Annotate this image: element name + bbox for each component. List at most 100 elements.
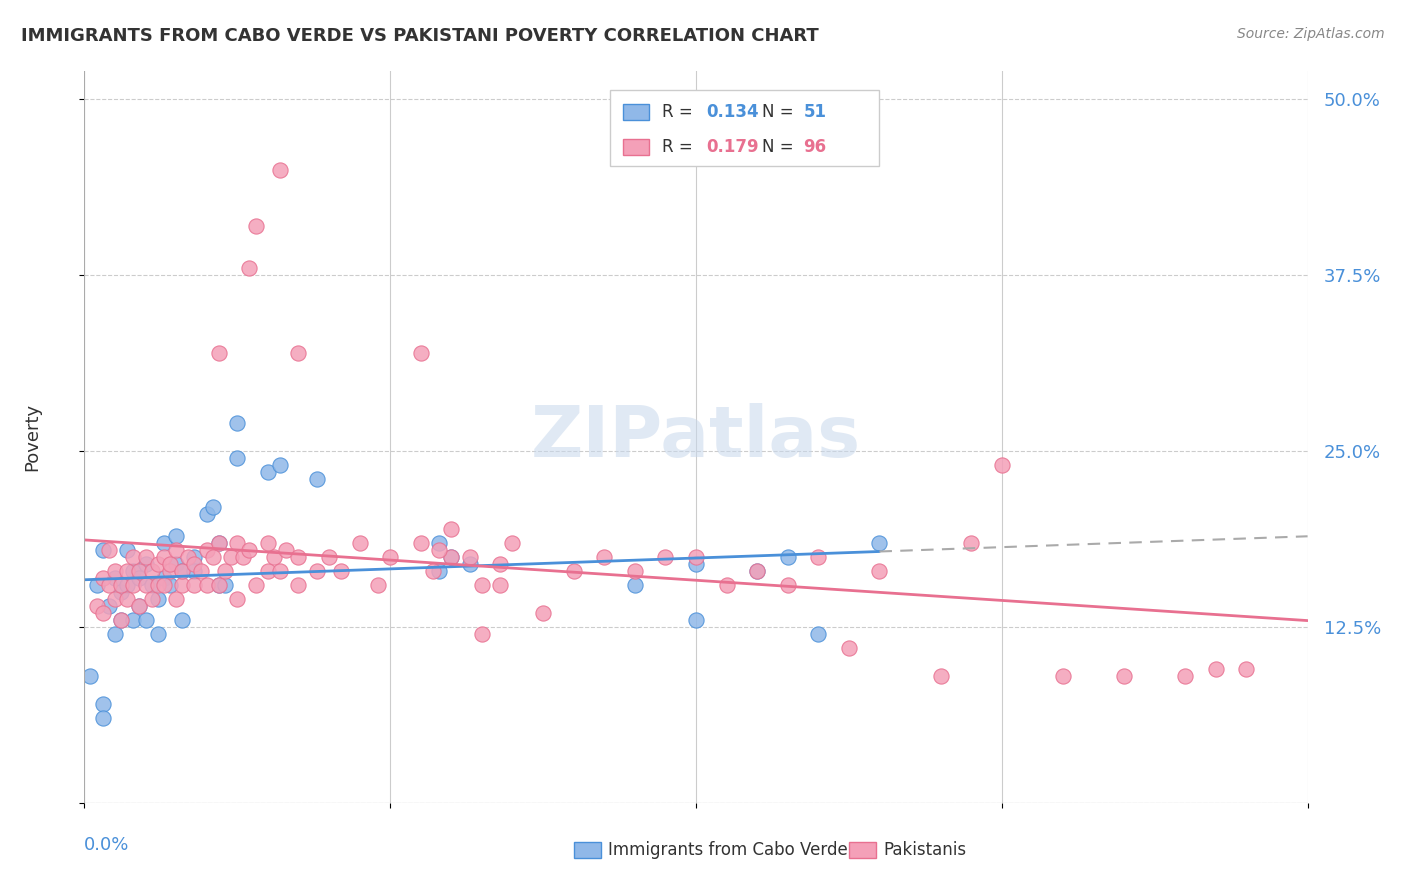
Point [502, 535, 524, 549]
Point [146, 557, 169, 571]
Point [257, 465, 280, 479]
Point [153, 549, 176, 564]
Point [172, 613, 194, 627]
Text: Pakistanis: Pakistanis [883, 840, 966, 859]
Point [135, 557, 157, 571]
Point [318, 549, 340, 564]
Point [226, 451, 249, 466]
Point [201, 500, 224, 515]
Bar [610, 90, 880, 167]
Point [238, 261, 260, 276]
Point [91, 542, 114, 557]
Point [79, 669, 101, 683]
Point [440, 549, 463, 564]
Point [195, 508, 218, 522]
Point [1114, 669, 1136, 683]
Point [190, 564, 212, 578]
Point [776, 578, 799, 592]
Text: 0.0%: 0.0% [84, 836, 129, 854]
Point [104, 564, 127, 578]
Point [1052, 669, 1074, 683]
Point [86, 578, 108, 592]
Point [263, 549, 285, 564]
Point [177, 549, 200, 564]
Point [305, 472, 328, 486]
Point [458, 549, 481, 564]
Bar [623, 103, 650, 120]
Point [422, 564, 444, 578]
Point [208, 345, 231, 359]
Text: IMMIGRANTS FROM CABO VERDE VS PAKISTANI POVERTY CORRELATION CHART: IMMIGRANTS FROM CABO VERDE VS PAKISTANI … [21, 27, 818, 45]
Point [208, 578, 231, 592]
Point [409, 345, 432, 359]
Point [427, 535, 450, 549]
Point [562, 564, 585, 578]
Point [159, 557, 181, 571]
Point [807, 627, 830, 641]
Point [128, 599, 150, 613]
Point [208, 535, 231, 549]
Point [153, 571, 176, 585]
Point [349, 535, 371, 549]
Point [201, 549, 224, 564]
Point [208, 578, 231, 592]
Point [869, 535, 891, 549]
Point [245, 578, 267, 592]
Point [172, 564, 194, 578]
Point [110, 578, 132, 592]
Point [269, 564, 291, 578]
Point [165, 591, 187, 606]
Point [135, 549, 157, 564]
Point [624, 564, 647, 578]
Point [226, 591, 249, 606]
Point [747, 564, 769, 578]
Point [427, 542, 450, 557]
Text: Source: ZipAtlas.com: Source: ZipAtlas.com [1237, 27, 1385, 41]
Point [1174, 669, 1197, 683]
Point [183, 564, 205, 578]
Point [929, 669, 952, 683]
Point [165, 528, 187, 542]
Point [531, 606, 554, 620]
Point [97, 578, 120, 592]
Point [747, 564, 769, 578]
Point [104, 571, 127, 585]
Point [869, 564, 891, 578]
Point [172, 564, 194, 578]
Point [86, 599, 108, 613]
Bar [849, 841, 876, 858]
Point [838, 641, 860, 656]
Text: 0.134: 0.134 [706, 103, 758, 120]
Text: Immigrants from Cabo Verde: Immigrants from Cabo Verde [607, 840, 848, 859]
Point [232, 549, 254, 564]
Point [214, 578, 236, 592]
Point [91, 606, 114, 620]
Point [208, 535, 231, 549]
Point [471, 578, 494, 592]
Point [146, 578, 169, 592]
Point [115, 564, 138, 578]
Point [97, 542, 120, 557]
Point [141, 578, 163, 592]
Point [991, 458, 1014, 473]
Text: R =: R = [662, 103, 697, 120]
Point [97, 599, 120, 613]
Point [122, 578, 145, 592]
Text: ZIPatlas: ZIPatlas [531, 402, 860, 472]
Point [110, 613, 132, 627]
Point [654, 549, 676, 564]
Point [165, 557, 187, 571]
Point [776, 549, 799, 564]
Point [141, 564, 163, 578]
Point [257, 535, 280, 549]
Point [146, 591, 169, 606]
Point [489, 557, 512, 571]
Point [330, 564, 353, 578]
Point [141, 591, 163, 606]
Point [269, 162, 291, 177]
Point [195, 578, 218, 592]
Point [458, 557, 481, 571]
Point [214, 564, 236, 578]
Point [128, 599, 150, 613]
Point [91, 711, 114, 725]
